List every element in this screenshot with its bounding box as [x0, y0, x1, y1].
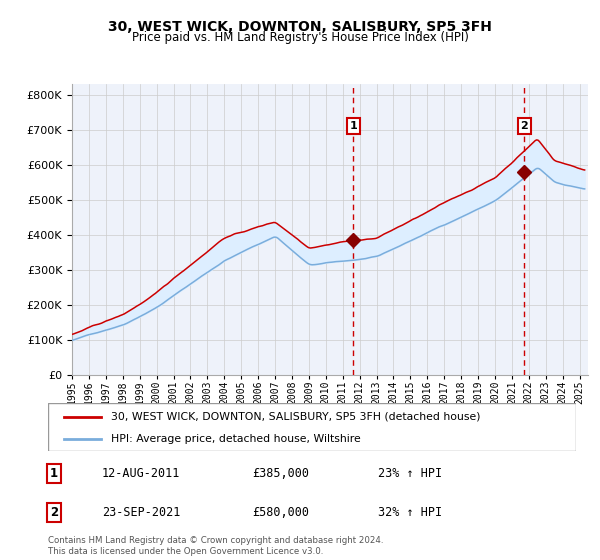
Text: 2: 2 — [50, 506, 58, 519]
Text: 32% ↑ HPI: 32% ↑ HPI — [378, 506, 442, 519]
Text: 23% ↑ HPI: 23% ↑ HPI — [378, 466, 442, 480]
Text: HPI: Average price, detached house, Wiltshire: HPI: Average price, detached house, Wilt… — [112, 434, 361, 444]
Text: 30, WEST WICK, DOWNTON, SALISBURY, SP5 3FH (detached house): 30, WEST WICK, DOWNTON, SALISBURY, SP5 3… — [112, 412, 481, 422]
Text: Contains HM Land Registry data © Crown copyright and database right 2024.
This d: Contains HM Land Registry data © Crown c… — [48, 536, 383, 556]
Text: 2: 2 — [520, 121, 528, 131]
FancyBboxPatch shape — [48, 403, 576, 451]
Text: Price paid vs. HM Land Registry's House Price Index (HPI): Price paid vs. HM Land Registry's House … — [131, 31, 469, 44]
Text: 12-AUG-2011: 12-AUG-2011 — [102, 466, 181, 480]
Text: 30, WEST WICK, DOWNTON, SALISBURY, SP5 3FH: 30, WEST WICK, DOWNTON, SALISBURY, SP5 3… — [108, 20, 492, 34]
Text: 23-SEP-2021: 23-SEP-2021 — [102, 506, 181, 519]
Text: 1: 1 — [349, 121, 357, 131]
Text: £385,000: £385,000 — [252, 466, 309, 480]
Text: £580,000: £580,000 — [252, 506, 309, 519]
Text: 1: 1 — [50, 466, 58, 480]
